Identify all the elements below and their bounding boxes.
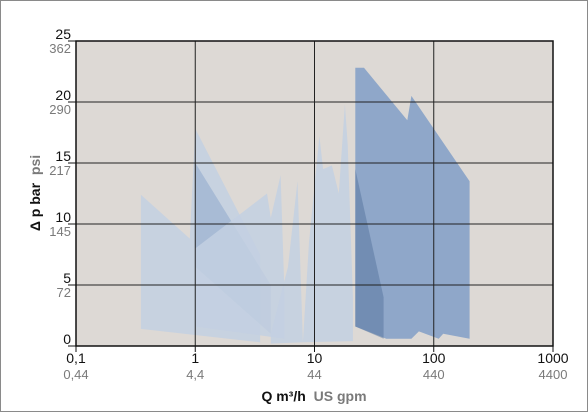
- region-4: [270, 181, 303, 344]
- y-tick-label-secondary: 217: [49, 163, 71, 178]
- x-tick-label: 0,1: [66, 350, 86, 366]
- x-tick-label-secondary: 44: [307, 367, 321, 382]
- y-tick-label-secondary: 290: [49, 102, 71, 117]
- x-tick-label-secondary: 0,44: [63, 367, 88, 382]
- y-tick-label: 15: [55, 148, 71, 164]
- y-tick-label: 5: [63, 270, 71, 286]
- y-axis-label-secondary: psi: [27, 155, 43, 175]
- y-tick-label: 0: [63, 331, 71, 347]
- x-axis-label-primary: Q m³/h: [261, 388, 305, 404]
- x-tick-label-secondary: 4,4: [186, 367, 204, 382]
- y-tick-label-secondary: 72: [57, 285, 71, 300]
- y-tick-label-secondary: 362: [49, 41, 71, 56]
- y-tick-label-secondary: 145: [49, 224, 71, 239]
- region-6: [355, 67, 470, 339]
- x-tick-label: 10: [307, 350, 323, 366]
- y-tick-label: 10: [55, 209, 71, 225]
- region-5: [302, 104, 353, 343]
- y-tick-label: 25: [55, 26, 71, 42]
- y-tick-label: 20: [55, 87, 71, 103]
- x-axis-label-secondary: US gpm: [314, 388, 367, 404]
- x-axis-label: Q m³/h US gpm: [261, 388, 366, 404]
- x-tick-label-secondary: 440: [423, 367, 445, 382]
- plot-border: [75, 40, 554, 347]
- x-tick-label-secondary: 4400: [539, 367, 568, 382]
- x-tick-label: 1: [191, 350, 199, 366]
- x-tick-label: 1000: [537, 350, 568, 366]
- x-tick-label: 100: [422, 350, 446, 366]
- y-axis-label-primary: Δ p bar: [27, 182, 43, 231]
- region-3: [195, 175, 285, 339]
- grid-group: [68, 40, 554, 352]
- regions-group: [140, 67, 470, 344]
- y-axis-label: Δ p bar psi: [27, 155, 43, 231]
- region-7: [355, 169, 384, 339]
